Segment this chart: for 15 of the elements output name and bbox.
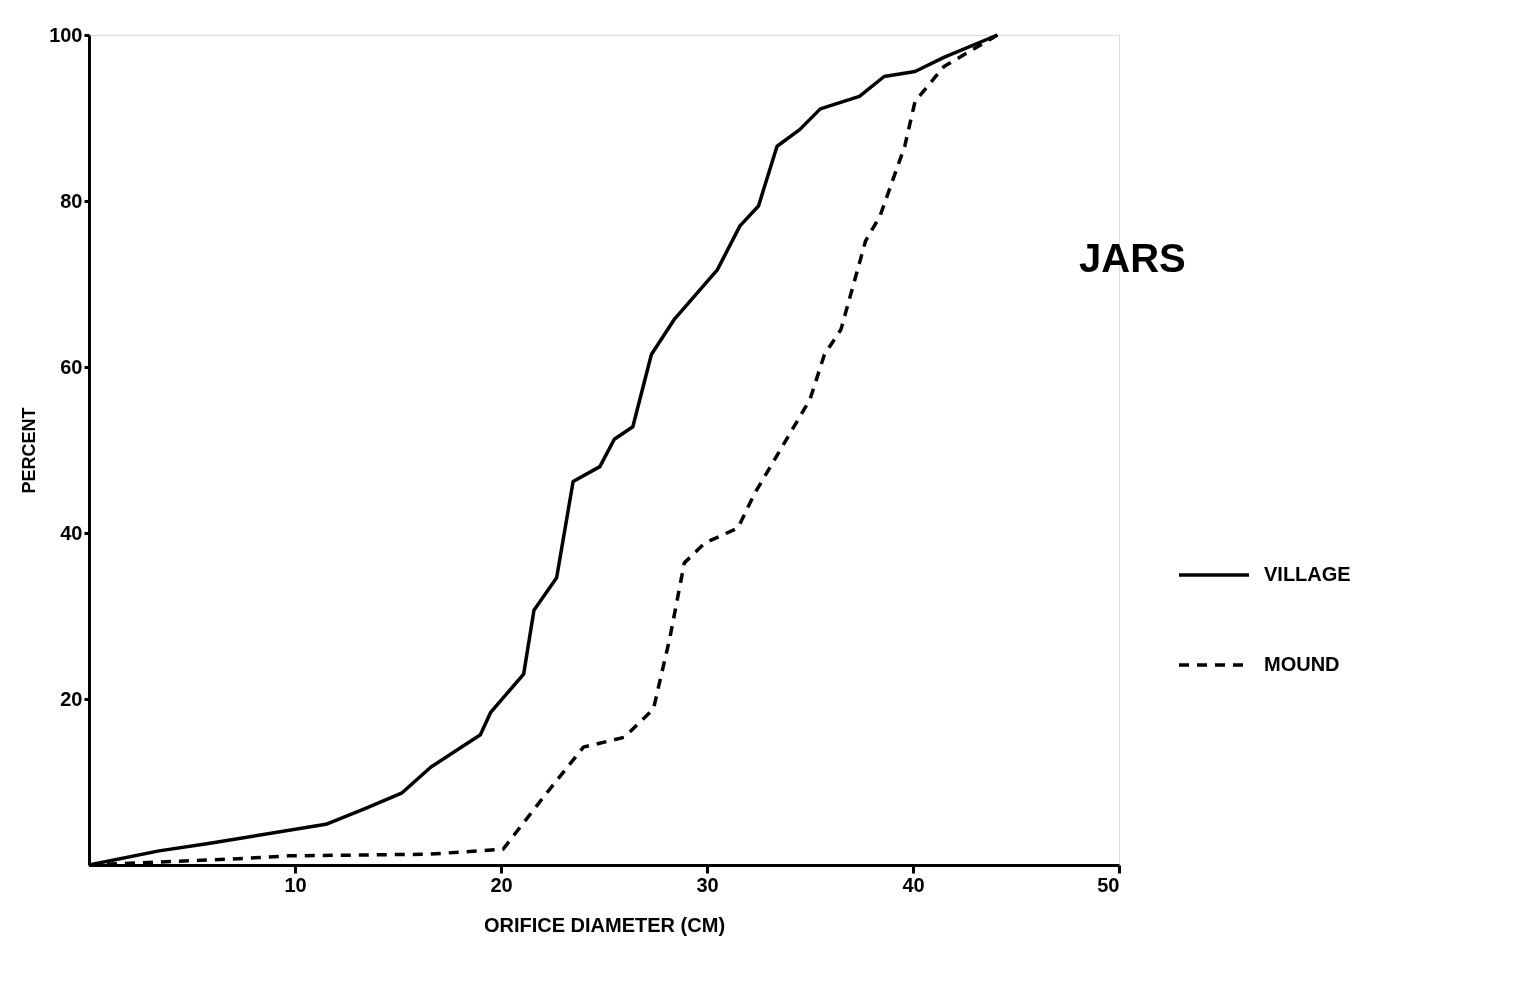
x-tick-label: 40: [902, 873, 925, 896]
y-tick-label: 60: [60, 355, 83, 378]
y-axis-title: PERCENT: [19, 407, 40, 494]
x-tick-label: 50: [1097, 873, 1120, 896]
x-tick-label: 20: [490, 873, 513, 896]
y-tick-label: 20: [60, 687, 83, 710]
x-axis-title: ORIFICE DIAMETER (CM): [483, 913, 726, 936]
y-tick-label: 40: [60, 521, 83, 544]
text: JARS: [1079, 236, 1186, 280]
y-tick-label: 80: [60, 189, 83, 212]
legend-label: VILLAGE: [1264, 563, 1351, 585]
legend-label: MOUND: [1264, 653, 1340, 675]
x-tick-label: 30: [696, 873, 719, 896]
x-tick-label: 10: [284, 873, 307, 896]
y-tick-label: 100: [49, 23, 83, 46]
